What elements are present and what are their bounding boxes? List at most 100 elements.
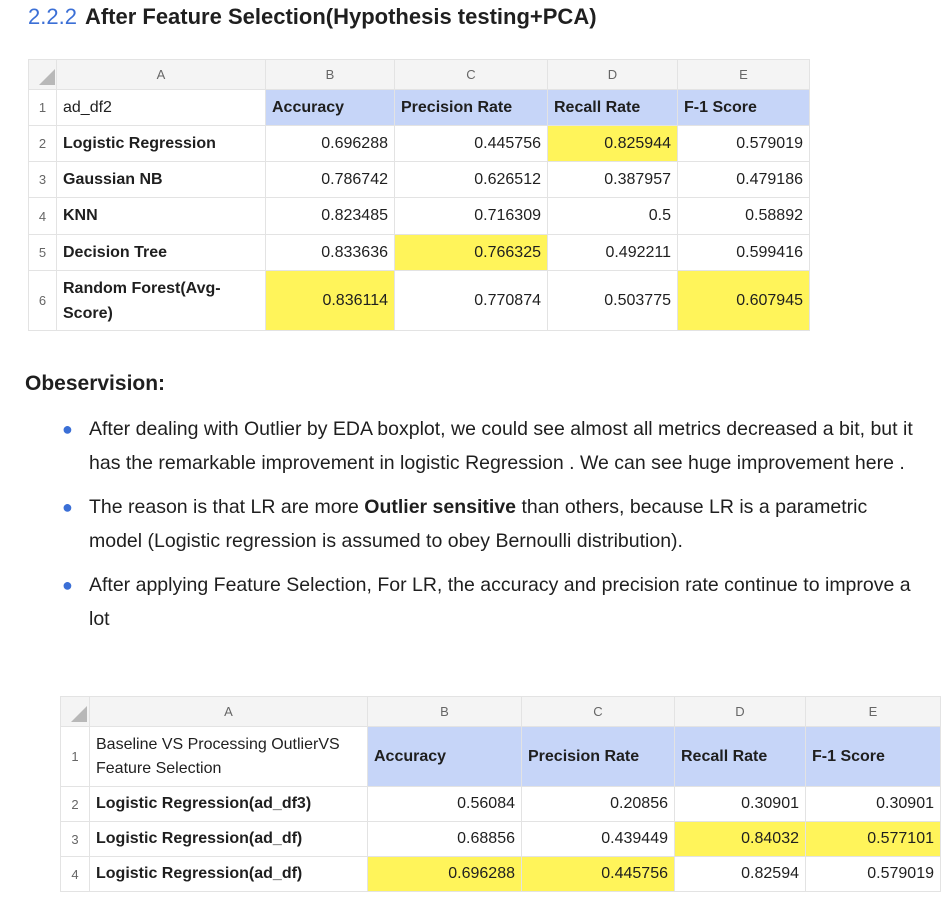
row-number[interactable]: 1: [28, 89, 57, 126]
header-cell[interactable]: Accuracy: [367, 726, 522, 787]
table-cell-highlighted[interactable]: 0.696288: [367, 856, 522, 892]
list-item: ● After dealing with Outlier by EDA boxp…: [62, 412, 922, 480]
table-cell[interactable]: 0.439449: [521, 821, 675, 857]
column-header-e[interactable]: E: [677, 59, 810, 90]
column-header-b[interactable]: B: [367, 696, 522, 727]
table-cell[interactable]: Gaussian NB: [56, 161, 266, 198]
row-number[interactable]: 2: [28, 125, 57, 162]
emphasis-text: Outlier sensitive: [364, 496, 517, 518]
table-row: 5 Decision Tree 0.833636 0.766325 0.4922…: [28, 234, 810, 271]
table-cell[interactable]: Decision Tree: [56, 234, 266, 271]
column-header-a[interactable]: A: [89, 696, 368, 727]
header-cell[interactable]: Recall Rate: [674, 726, 806, 787]
section-number: 2.2.2: [28, 4, 77, 29]
row-number[interactable]: 6: [28, 270, 57, 331]
row-number[interactable]: 5: [28, 234, 57, 271]
bullet-icon: ●: [62, 419, 73, 439]
table-cell[interactable]: 0.387957: [547, 161, 678, 198]
header-cell[interactable]: Precision Rate: [521, 726, 675, 787]
table-cell[interactable]: Logistic Regression(ad_df): [89, 856, 368, 892]
table-cell[interactable]: ad_df2: [56, 89, 266, 126]
row-number[interactable]: 4: [60, 856, 90, 892]
select-all-icon: [39, 69, 55, 85]
column-header-b[interactable]: B: [265, 59, 395, 90]
table-cell[interactable]: 0.20856: [521, 786, 675, 822]
list-item-text: After dealing with Outlier by EDA boxplo…: [89, 418, 913, 474]
row-number[interactable]: 1: [60, 726, 90, 787]
table-row: 6 Random Forest(Avg-Score) 0.836114 0.77…: [28, 270, 810, 331]
select-all-icon: [71, 706, 87, 722]
table-cell-highlighted[interactable]: 0.766325: [394, 234, 548, 271]
row-number[interactable]: 3: [60, 821, 90, 857]
select-all-corner[interactable]: [60, 696, 90, 727]
column-header-c[interactable]: C: [521, 696, 675, 727]
table-cell[interactable]: 0.786742: [265, 161, 395, 198]
bullet-icon: ●: [62, 575, 73, 595]
table-cell[interactable]: Baseline VS Processing OutlierVS Feature…: [89, 726, 368, 787]
row-number[interactable]: 4: [28, 197, 57, 235]
table-cell[interactable]: 0.823485: [265, 197, 395, 235]
table-cell[interactable]: 0.58892: [677, 197, 810, 235]
table-row: 4 KNN 0.823485 0.716309 0.5 0.58892: [28, 197, 810, 235]
table-cell[interactable]: 0.479186: [677, 161, 810, 198]
list-item: ● The reason is that LR are more Outlier…: [62, 490, 922, 558]
header-cell[interactable]: F-1 Score: [805, 726, 941, 787]
table-row: 3 Logistic Regression(ad_df) 0.68856 0.4…: [60, 821, 941, 857]
table-cell[interactable]: Logistic Regression: [56, 125, 266, 162]
observation-list: ● After dealing with Outlier by EDA boxp…: [62, 412, 922, 646]
table-cell[interactable]: 0.492211: [547, 234, 678, 271]
table-cell[interactable]: 0.56084: [367, 786, 522, 822]
metrics-table-2: A B C D E 1 Baseline VS Processing Outli…: [60, 696, 941, 892]
column-header-a[interactable]: A: [56, 59, 266, 90]
table-row: 2 Logistic Regression 0.696288 0.445756 …: [28, 125, 810, 162]
table-cell[interactable]: 0.503775: [547, 270, 678, 331]
table-cell[interactable]: 0.5: [547, 197, 678, 235]
table-cell[interactable]: 0.770874: [394, 270, 548, 331]
table-cell[interactable]: 0.68856: [367, 821, 522, 857]
column-header-c[interactable]: C: [394, 59, 548, 90]
column-header-d[interactable]: D: [674, 696, 806, 727]
table-cell-highlighted[interactable]: 0.825944: [547, 125, 678, 162]
table-cell[interactable]: Logistic Regression(ad_df3): [89, 786, 368, 822]
table-cell[interactable]: 0.696288: [265, 125, 395, 162]
row-number[interactable]: 2: [60, 786, 90, 822]
column-header-d[interactable]: D: [547, 59, 678, 90]
list-item: ● After applying Feature Selection, For …: [62, 568, 922, 636]
observation-title: Obeservision:: [25, 372, 166, 395]
table-row: 4 Logistic Regression(ad_df) 0.696288 0.…: [60, 856, 941, 892]
table-row: 2 Logistic Regression(ad_df3) 0.56084 0.…: [60, 786, 941, 822]
table-cell-highlighted[interactable]: 0.607945: [677, 270, 810, 331]
section-title: After Feature Selection(Hypothesis testi…: [84, 4, 597, 29]
list-item-text: After applying Feature Selection, For LR…: [89, 574, 911, 630]
table-cell[interactable]: 0.445756: [394, 125, 548, 162]
table-cell[interactable]: 0.30901: [674, 786, 806, 822]
list-item-text: than others, because LR is a parametric …: [89, 496, 868, 552]
select-all-corner[interactable]: [28, 59, 57, 90]
table-cell-highlighted[interactable]: 0.577101: [805, 821, 941, 857]
list-item-text: The reason is that LR are more: [89, 496, 365, 518]
table-cell[interactable]: 0.833636: [265, 234, 395, 271]
header-cell[interactable]: F-1 Score: [677, 89, 810, 126]
table-cell[interactable]: Logistic Regression(ad_df): [89, 821, 368, 857]
table-cell[interactable]: 0.579019: [677, 125, 810, 162]
table-cell[interactable]: KNN: [56, 197, 266, 235]
table-cell[interactable]: 0.716309: [394, 197, 548, 235]
bullet-icon: ●: [62, 497, 73, 517]
column-header-e[interactable]: E: [805, 696, 941, 727]
metrics-table-1: A B C D E 1 ad_df2 Accuracy Precision Ra…: [28, 59, 810, 331]
table-cell[interactable]: 0.626512: [394, 161, 548, 198]
row-number[interactable]: 3: [28, 161, 57, 198]
header-cell[interactable]: Accuracy: [265, 89, 395, 126]
table-cell-highlighted[interactable]: 0.445756: [521, 856, 675, 892]
table-row: 3 Gaussian NB 0.786742 0.626512 0.387957…: [28, 161, 810, 198]
header-cell[interactable]: Precision Rate: [394, 89, 548, 126]
table-cell-highlighted[interactable]: 0.836114: [265, 270, 395, 331]
table-cell[interactable]: 0.579019: [805, 856, 941, 892]
header-cell[interactable]: Recall Rate: [547, 89, 678, 126]
table-cell[interactable]: 0.599416: [677, 234, 810, 271]
table-cell[interactable]: 0.30901: [805, 786, 941, 822]
table-cell[interactable]: 0.82594: [674, 856, 806, 892]
table-cell[interactable]: Random Forest(Avg-Score): [56, 270, 266, 331]
section-heading: 2.2.2 After Feature Selection(Hypothesis …: [28, 4, 597, 30]
table-cell-highlighted[interactable]: 0.84032: [674, 821, 806, 857]
